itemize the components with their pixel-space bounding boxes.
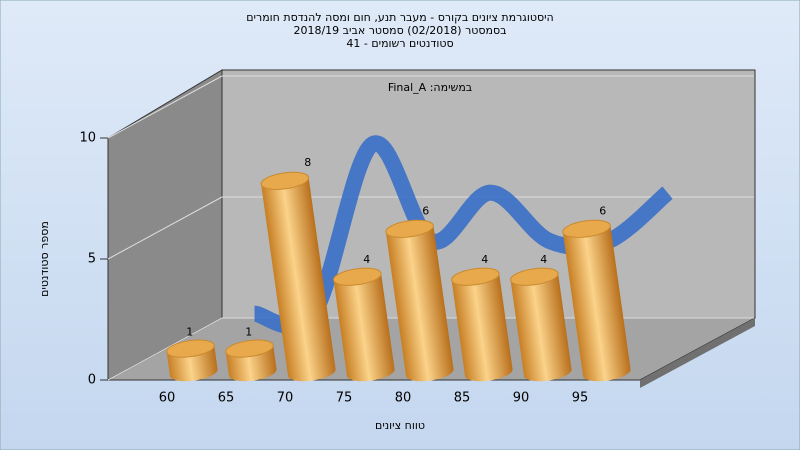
value-label: 1 — [186, 325, 193, 338]
value-label: 6 — [599, 204, 606, 217]
title: היסטוגרמת ציונים בקורס - מעבר תנע, חום ו… — [246, 11, 554, 24]
annotation: Final_A :במשימה — [388, 81, 472, 94]
bar-body — [510, 273, 572, 382]
value-label: 1 — [245, 325, 252, 338]
bar-top — [333, 267, 382, 286]
grid-line — [107, 75, 223, 139]
x-tick-label: 95 — [572, 391, 589, 406]
value-label: 8 — [304, 156, 311, 169]
value-label: 4 — [363, 253, 370, 266]
x-tick-label: 75 — [336, 391, 353, 406]
title: סטודנטים רשומים - 41 — [346, 37, 453, 50]
x-tick-label: 85 — [454, 391, 471, 406]
x-tick-label: 80 — [395, 391, 412, 406]
bar-top — [166, 339, 215, 358]
y-axis-label: מספר סטודנטים — [38, 221, 51, 297]
x-tick-label: 65 — [218, 391, 235, 406]
value-label: 6 — [422, 204, 429, 217]
bar-top — [260, 171, 310, 190]
bar-top — [385, 219, 434, 238]
y-tick-label: 5 — [88, 252, 96, 267]
bar-body — [451, 273, 513, 382]
title: בסמסטר (02/2018) סמסטר אביב 2018/19 — [293, 24, 506, 37]
bar-top — [451, 267, 500, 286]
bar-body — [562, 225, 631, 382]
bar-top — [225, 339, 274, 358]
x-tick-label: 60 — [159, 391, 176, 406]
value-label: 4 — [481, 253, 488, 266]
y-tick-label: 10 — [79, 131, 96, 146]
floor-edge — [640, 318, 755, 388]
x-tick-label: 90 — [513, 391, 530, 406]
y-tick-label: 0 — [88, 373, 96, 388]
bar-body — [261, 177, 336, 382]
bar-body — [385, 225, 454, 382]
bar-body — [333, 273, 395, 382]
bar-top — [562, 219, 611, 238]
grid-line — [107, 317, 223, 381]
value-label: 4 — [540, 253, 547, 266]
x-tick-label: 70 — [277, 391, 294, 406]
grid-line — [107, 196, 223, 260]
x-axis-label: טווח ציונים — [375, 419, 425, 432]
bar-top — [510, 267, 559, 286]
